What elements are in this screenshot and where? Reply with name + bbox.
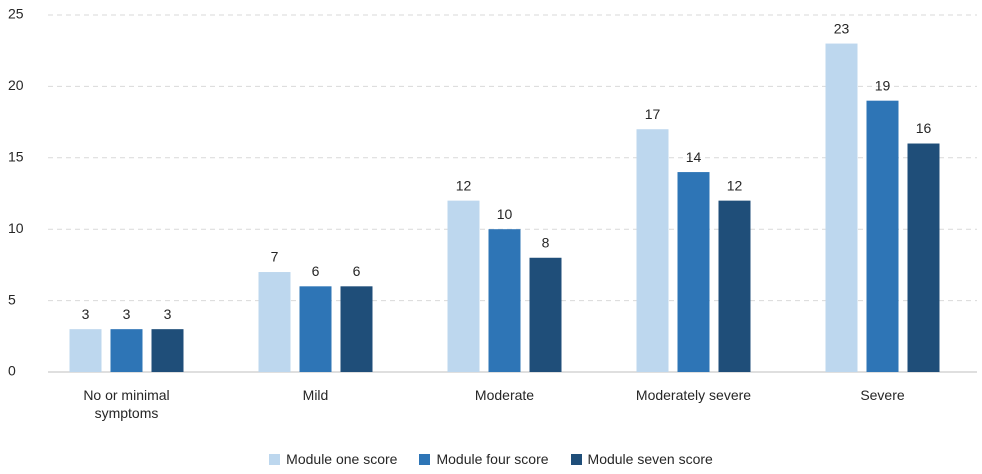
bar xyxy=(258,272,291,372)
legend-swatch xyxy=(269,453,281,465)
bar xyxy=(488,229,521,372)
bar xyxy=(636,129,669,372)
x-tick-label-box: Moderately severe xyxy=(635,387,752,403)
data-label: 17 xyxy=(645,106,661,122)
bar xyxy=(677,172,710,372)
data-label: 8 xyxy=(542,234,550,250)
x-tick-label-box: Moderate xyxy=(474,387,535,403)
data-label: 6 xyxy=(312,263,320,279)
y-tick-label: 25 xyxy=(8,6,24,22)
data-label: 12 xyxy=(727,177,743,193)
data-label: 3 xyxy=(82,306,90,322)
x-tick-label: Moderately severe xyxy=(635,387,752,403)
y-tick-label: 0 xyxy=(8,363,16,379)
bar xyxy=(866,100,899,373)
x-tick-label: Moderate xyxy=(474,387,535,403)
bar xyxy=(69,329,102,372)
legend-label: Module four score xyxy=(436,451,549,467)
y-tick-label: 10 xyxy=(8,220,24,236)
x-tick-label-box: Mild xyxy=(302,387,329,403)
x-tick-label-box: No or minimal symptoms xyxy=(83,387,170,421)
y-tick-label: 20 xyxy=(8,77,24,93)
bar xyxy=(299,286,332,372)
bar xyxy=(151,329,184,372)
data-label: 12 xyxy=(456,177,472,193)
bar xyxy=(825,43,858,373)
x-tick-label: Severe xyxy=(860,387,905,403)
data-label: 14 xyxy=(686,149,702,165)
data-label: 10 xyxy=(497,206,513,222)
bar xyxy=(529,257,562,372)
bar xyxy=(718,200,751,372)
bar xyxy=(447,200,480,372)
legend-item: Module one score xyxy=(269,451,397,467)
x-tick-label: No or minimal symptoms xyxy=(83,387,170,421)
bar xyxy=(340,286,373,372)
y-tick-label: 5 xyxy=(8,291,16,307)
legend-swatch xyxy=(570,453,582,465)
legend-label: Module seven score xyxy=(587,451,713,467)
bar xyxy=(907,143,940,372)
x-tick-label-box: Severe xyxy=(860,387,905,403)
data-label: 3 xyxy=(123,306,131,322)
y-tick-label: 15 xyxy=(8,149,24,165)
bar xyxy=(110,329,143,372)
data-label: 19 xyxy=(875,77,891,93)
legend-item: Module four score xyxy=(419,451,549,467)
x-tick-label: Mild xyxy=(302,387,329,403)
data-label: 3 xyxy=(164,306,172,322)
legend-item: Module seven score xyxy=(570,451,713,467)
legend-swatch xyxy=(419,453,431,465)
data-label: 16 xyxy=(916,120,932,136)
data-label: 6 xyxy=(353,263,361,279)
data-label: 23 xyxy=(834,20,850,36)
data-label: 7 xyxy=(271,249,279,265)
legend-label: Module one score xyxy=(286,451,398,467)
legend: Module one score Module four score Module … xyxy=(0,451,982,467)
